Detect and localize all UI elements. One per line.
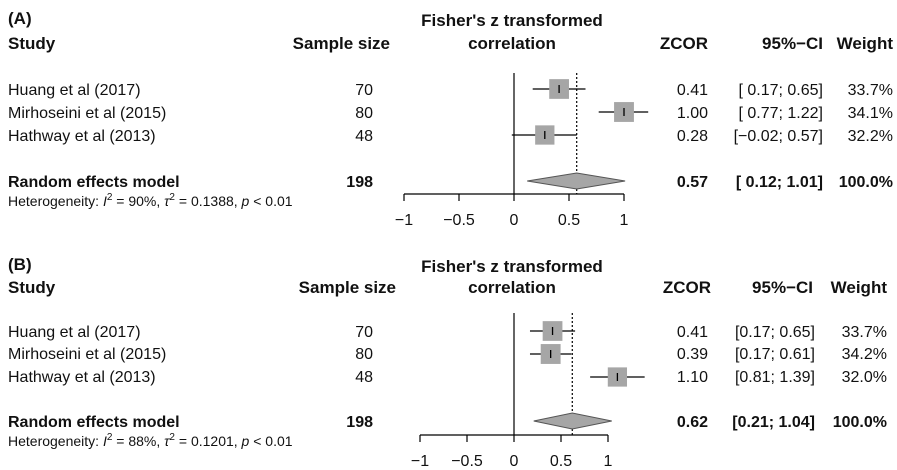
pooled-weight: 100.0% (833, 414, 887, 431)
x-tick-label: 1 (620, 212, 629, 229)
zcor-header: ZCOR (663, 278, 711, 297)
ci-value: [ 0.17; 0.65] (738, 82, 823, 99)
study-row: Mirhoseini et al (2015) 80 0.39 [0.17; 0… (8, 346, 887, 363)
plot-area: −1 −0.5 0 0.5 1 (395, 73, 649, 229)
sample-size: 70 (355, 324, 373, 341)
study-row: Huang et al (2017) 70 0.41 [ 0.17; 0.65]… (8, 82, 893, 99)
panel-label: (A) (8, 9, 32, 28)
pooled-weight: 100.0% (839, 174, 893, 191)
sample-size: 48 (355, 369, 373, 386)
study-row: Hathway et al (2013) 48 0.28 [−0.02; 0.5… (8, 128, 893, 145)
study-name: Mirhoseini et al (2015) (8, 105, 166, 122)
weight-header: Weight (837, 34, 894, 53)
x-tick-label: 0 (510, 212, 519, 229)
pooled-sample-size: 198 (346, 174, 373, 191)
zcor-value: 0.41 (677, 82, 708, 99)
ci-value: [0.17; 0.65] (735, 324, 815, 341)
study-name: Huang et al (2017) (8, 324, 141, 341)
pooled-zcor: 0.57 (677, 174, 708, 191)
sample-size: 80 (355, 346, 373, 363)
ci-header: 95%−CI (762, 34, 823, 53)
pooled-diamond (533, 412, 612, 430)
x-tick-label: −0.5 (451, 453, 483, 470)
study-row: Huang et al (2017) 70 0.41 [0.17; 0.65] … (8, 324, 887, 341)
zcor-value: 1.10 (677, 369, 708, 386)
study-row: Hathway et al (2013) 48 1.10 [0.81; 1.39… (8, 369, 887, 386)
weight-value: 33.7% (842, 324, 887, 341)
pooled-ci: [0.21; 1.04] (732, 414, 815, 431)
plot-area: −1 −0.5 0 0.5 1 (411, 313, 645, 470)
x-tick-label: −1 (395, 212, 413, 229)
effect-header-line1: Fisher's z transformed (421, 257, 603, 276)
study-header: Study (8, 34, 56, 53)
weight-value: 32.0% (842, 369, 887, 386)
sample-size: 80 (355, 105, 373, 122)
zcor-value: 0.39 (677, 346, 708, 363)
heterogeneity-text: Heterogeneity: I2 = 90%, τ2 = 0.1388, p … (8, 192, 293, 209)
zcor-value: 1.00 (677, 105, 708, 122)
ci-value: [ 0.77; 1.22] (738, 105, 823, 122)
heterogeneity-text: Heterogeneity: I2 = 88%, τ2 = 0.1201, p … (8, 432, 293, 449)
pooled-name: Random effects model (8, 174, 180, 191)
x-tick-label: 0.5 (558, 212, 580, 229)
study-row: Mirhoseini et al (2015) 80 1.00 [ 0.77; … (8, 105, 893, 122)
pooled-row: Random effects model 198 0.57 [ 0.12; 1.… (8, 174, 893, 191)
effect-header-line2: correlation (468, 278, 556, 297)
panel-a: (A) Fisher's z transformed Study Sample … (8, 9, 893, 229)
sample-size: 48 (355, 128, 373, 145)
effect-header-line1: Fisher's z transformed (421, 11, 603, 30)
x-tick-label: 1 (604, 453, 613, 470)
ci-header: 95%−CI (752, 278, 813, 297)
study-header: Study (8, 278, 56, 297)
pooled-diamond (527, 172, 626, 190)
study-name: Mirhoseini et al (2015) (8, 346, 166, 363)
sample-size-header: Sample size (293, 34, 390, 53)
weight-header: Weight (831, 278, 888, 297)
effect-header-line2: correlation (468, 34, 556, 53)
weight-value: 34.1% (848, 105, 893, 122)
weight-value: 33.7% (848, 82, 893, 99)
ci-value: [0.17; 0.61] (735, 346, 815, 363)
weight-value: 32.2% (848, 128, 893, 145)
ci-value: [0.81; 1.39] (735, 369, 815, 386)
pooled-sample-size: 198 (346, 414, 373, 431)
pooled-row: Random effects model 198 0.62 [0.21; 1.0… (8, 414, 887, 431)
panel-b: (B) Fisher's z transformed Study Sample … (8, 255, 887, 470)
pooled-ci: [ 0.12; 1.01] (736, 174, 823, 191)
x-tick-label: −1 (411, 453, 429, 470)
x-tick-label: 0.5 (550, 453, 572, 470)
ci-value: [−0.02; 0.57] (734, 128, 823, 145)
pooled-name: Random effects model (8, 414, 180, 431)
pooled-zcor: 0.62 (677, 414, 708, 431)
x-tick-label: −0.5 (443, 212, 475, 229)
x-tick-label: 0 (510, 453, 519, 470)
study-name: Hathway et al (2013) (8, 128, 156, 145)
weight-value: 34.2% (842, 346, 887, 363)
sample-size-header: Sample size (299, 278, 396, 297)
panel-label: (B) (8, 255, 32, 274)
zcor-value: 0.41 (677, 324, 708, 341)
sample-size: 70 (355, 82, 373, 99)
zcor-header: ZCOR (660, 34, 708, 53)
study-name: Hathway et al (2013) (8, 369, 156, 386)
zcor-value: 0.28 (677, 128, 708, 145)
study-name: Huang et al (2017) (8, 82, 141, 99)
